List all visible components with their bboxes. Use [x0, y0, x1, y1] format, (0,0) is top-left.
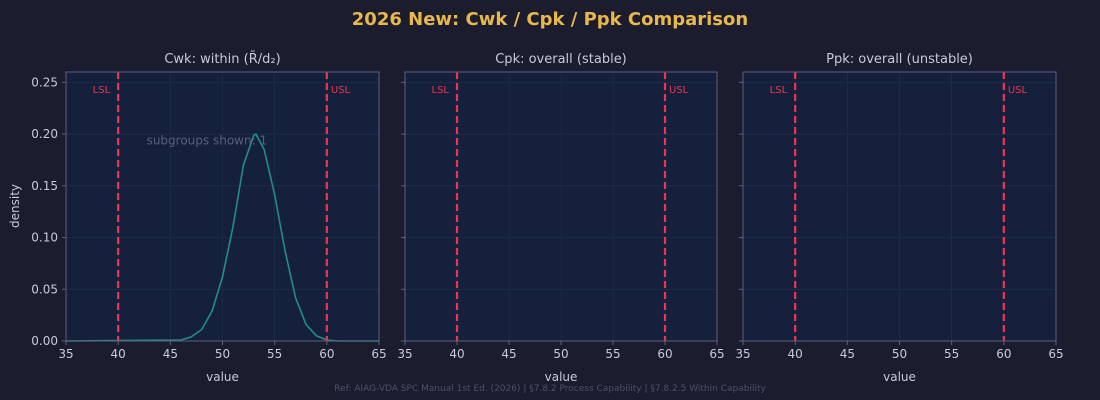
density-curve [65, 133, 379, 342]
x-axis-label: value [206, 370, 239, 384]
y-tick-label: 0.15 [31, 179, 58, 193]
x-tick-label: 45 [163, 347, 178, 361]
footnote: Ref: AIAG-VDA SPC Manual 1st Ed. (2026) … [334, 384, 766, 394]
panel-title: Cpk: overall (stable) [495, 52, 627, 67]
chart-panel-3: 35 40 45 50 55 60 65 LSL USL Ppk: overall (unstab… [735, 52, 1063, 384]
x-tick-label: 40 [788, 347, 803, 361]
y-tick-label: 0.20 [31, 127, 58, 141]
x-tick-label: 65 [709, 347, 724, 361]
x-tick-label: 45 [840, 347, 855, 361]
usl-label: USL [1008, 85, 1028, 96]
chart-panels: 35 40 45 50 55 60 65 0.00 0.05 0.10 0.15 0.20 0.25 LS… [31, 52, 1063, 384]
x-tick-label: 35 [735, 347, 750, 361]
panel-title: Cwk: within (R̄/d₂) [164, 52, 280, 67]
panel-title: Ppk: overall (unstable) [826, 52, 973, 67]
x-tick-label: 50 [215, 347, 230, 361]
x-tick-label: 55 [267, 347, 282, 361]
chart-panel-1: 35 40 45 50 55 60 65 0.00 0.05 0.10 0.15 0.20 0.25 LS… [31, 52, 386, 384]
x-tick-label: 45 [501, 347, 516, 361]
usl-label: USL [331, 85, 351, 96]
x-axis-label: value [545, 370, 578, 384]
annotation: subgroups shown: 1 [147, 133, 268, 147]
x-tick-label: 50 [892, 347, 907, 361]
x-tick-label: 40 [449, 347, 464, 361]
x-tick-label: 60 [657, 347, 672, 361]
x-tick-label: 50 [553, 347, 568, 361]
x-tick-label: 60 [996, 347, 1011, 361]
lsl-label: LSL [770, 85, 788, 96]
x-tick-label: 35 [397, 347, 412, 361]
y-tick-label: 0.10 [31, 231, 58, 245]
lsl-label: LSL [432, 85, 450, 96]
x-tick-label: 60 [319, 347, 334, 361]
y-tick-label: 0.05 [31, 282, 58, 296]
y-tick-label: 0.00 [31, 334, 58, 348]
chart-panel-2: 35 40 45 50 55 60 65 LSL USL Cpk: overall (stable… [397, 52, 724, 384]
x-tick-label: 40 [111, 347, 126, 361]
usl-label: USL [669, 85, 689, 96]
x-tick-label: 55 [944, 347, 959, 361]
x-axis-label: value [883, 370, 916, 384]
plot-frame [742, 71, 1057, 342]
x-tick-label: 65 [371, 347, 386, 361]
x-tick-label: 55 [605, 347, 620, 361]
y-axis-label: density [8, 184, 22, 228]
y-tick-label: 0.25 [31, 75, 58, 89]
x-tick-label: 65 [1048, 347, 1063, 361]
plot-frame [65, 71, 380, 342]
lsl-label: LSL [93, 85, 111, 96]
plot-frame [404, 71, 718, 342]
figure-title: 2026 New: Cwk / Cpk / Ppk Comparison [352, 9, 748, 30]
x-tick-label: 35 [58, 347, 73, 361]
